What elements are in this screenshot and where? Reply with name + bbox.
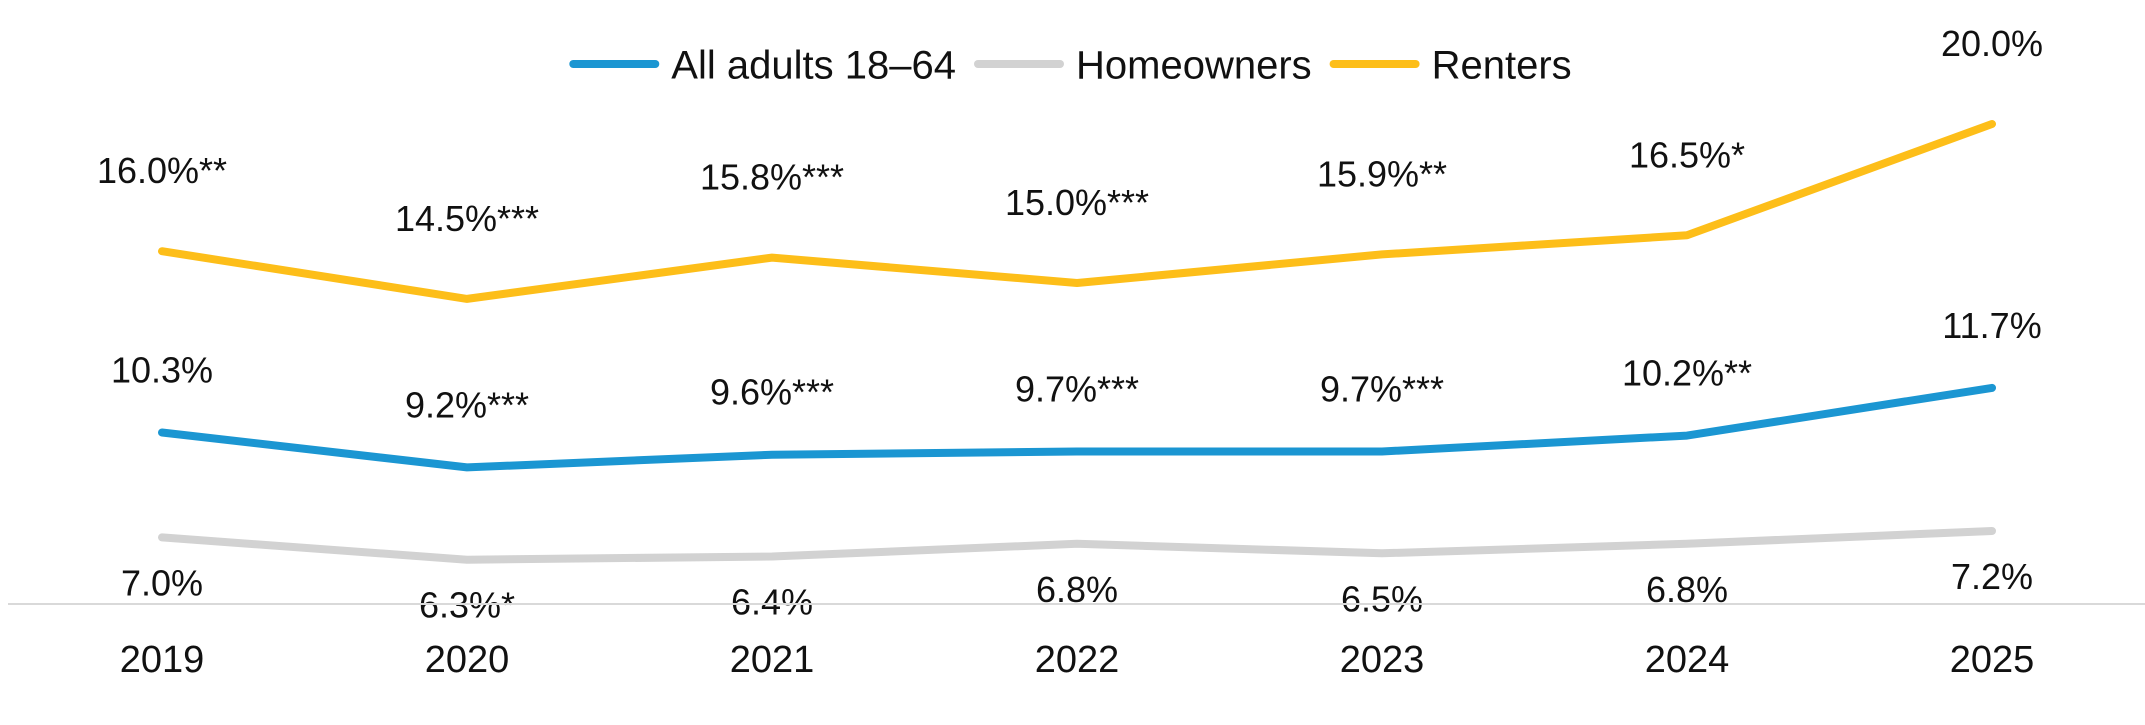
x-tick-label: 2019 xyxy=(120,639,205,681)
data-label: 9.6%*** xyxy=(710,372,834,413)
data-label: 14.5%*** xyxy=(395,198,539,239)
legend-item: Homeowners xyxy=(974,43,1312,87)
x-tick-label: 2023 xyxy=(1340,639,1425,681)
data-label: 7.0% xyxy=(121,562,203,603)
series-line-renters xyxy=(158,120,1996,303)
x-tick-label: 2025 xyxy=(1950,639,2035,681)
series-line-homeowners xyxy=(158,527,1996,564)
data-label: 16.0%** xyxy=(97,150,227,191)
x-tick-label: 2021 xyxy=(730,639,815,681)
x-tick-label: 2020 xyxy=(425,639,510,681)
data-labels: 10.3% 9.2%*** 9.6%*** 9.7%*** 9.7%*** 10.2%**… xyxy=(97,23,2043,626)
data-label: 6.8% xyxy=(1036,569,1118,610)
data-label: 15.8%*** xyxy=(700,157,844,198)
x-tick-label: 2022 xyxy=(1035,639,1120,681)
data-label: 6.5% xyxy=(1341,578,1423,619)
data-label: 7.2% xyxy=(1951,556,2033,597)
data-label: 6.3%* xyxy=(419,585,515,626)
data-label: 10.3% xyxy=(111,350,213,391)
series-lines xyxy=(158,120,1996,564)
legend-label: Homeowners xyxy=(1076,43,1312,87)
data-label: 15.0%*** xyxy=(1005,182,1149,223)
legend-label: Renters xyxy=(1432,43,1572,87)
data-label: 10.2%** xyxy=(1622,353,1752,394)
data-label: 9.7%*** xyxy=(1015,369,1139,410)
data-label: 6.4% xyxy=(731,582,813,623)
legend-item: All adults 18–64 xyxy=(569,43,956,87)
legend: All adults 18–64 Homeowners Renters xyxy=(569,43,1572,87)
x-axis-tick-labels: 2019 2020 2021 2022 2023 2024 2025 xyxy=(120,639,2035,681)
legend-item: Renters xyxy=(1329,43,1572,87)
data-label: 15.9%** xyxy=(1317,153,1447,194)
data-label: 16.5%* xyxy=(1629,134,1745,175)
data-label: 6.8% xyxy=(1646,569,1728,610)
legend-label: All adults 18–64 xyxy=(671,43,956,87)
series-line-all-adults xyxy=(158,383,1996,472)
data-label: 9.7%*** xyxy=(1320,369,1444,410)
data-label: 9.2%*** xyxy=(405,384,529,425)
data-label: 11.7% xyxy=(1942,305,2041,346)
data-label: 20.0% xyxy=(1941,23,2043,64)
x-tick-label: 2024 xyxy=(1645,639,1730,681)
